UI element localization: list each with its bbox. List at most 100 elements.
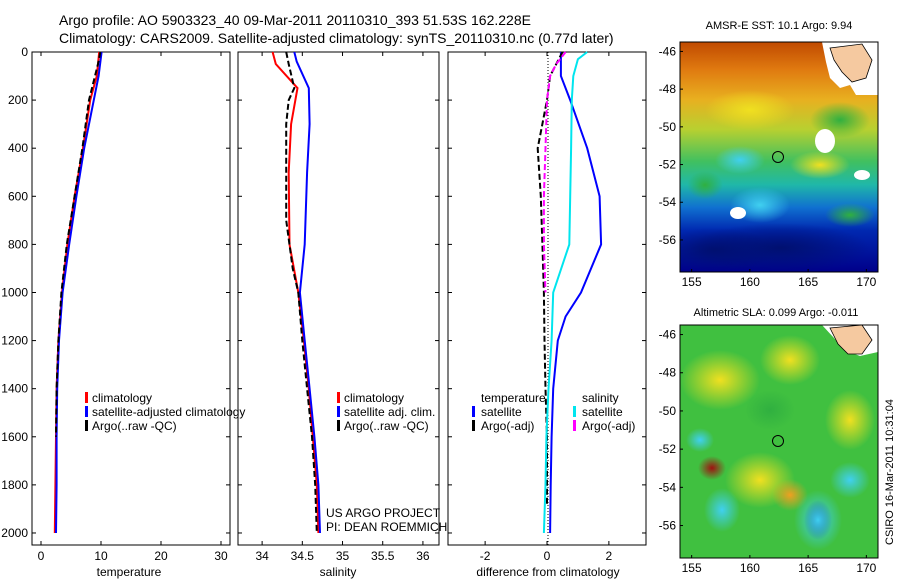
x-tick-label: 20 [154, 549, 168, 563]
profile-series [53, 51, 603, 534]
temperature-argo-raw-qc-line [55, 51, 102, 437]
new-zealand-land [829, 325, 873, 355]
legend-swatch-argo [573, 420, 576, 431]
depth-tick-label: 1400 [1, 382, 28, 396]
map-x-tick-label: 160 [740, 561, 760, 575]
x-tick-label: 34 [255, 549, 269, 563]
legend-swatch-satellite [85, 406, 88, 417]
legend-label: satellite-adjusted climatology [92, 405, 245, 419]
depth-tick-label: 600 [8, 189, 28, 203]
map-x-tick-label: 165 [798, 561, 818, 575]
x-axes: 0 10 20 30 34 34.5 35 35.5 36 -2 0 2 [38, 52, 613, 563]
map-y-tick-label: -56 [659, 233, 677, 247]
difference-salinity-satellite-line [542, 51, 588, 534]
salinity-satellite-adj-clim-line [293, 51, 321, 534]
sla-map-title: Altimetric SLA: 0.099 Argo: -0.011 [694, 307, 859, 319]
figure-title-line1: Argo profile: AO 5903323_40 09-Mar-2011 … [59, 12, 531, 28]
legend-label: Argo(-adj) [481, 419, 534, 433]
depth-tick-label: 1600 [1, 430, 28, 444]
legend-label: Argo(-adj) [582, 419, 635, 433]
map-y-tick-label: -52 [659, 158, 677, 172]
legend-label: satellite [481, 405, 522, 419]
map-y-tick-label: -56 [659, 519, 677, 533]
depth-tick-label: 0 [21, 45, 28, 59]
difference-legend: temperature satellite Argo(-adj) salinit… [472, 391, 635, 433]
map-x-tick-label: 160 [740, 275, 760, 289]
legend-swatch-climatology [85, 392, 88, 403]
x-tick-label: 30 [214, 549, 228, 563]
temperature-panel-frame [31, 51, 231, 546]
difference-axis-label: difference from climatology [476, 565, 619, 579]
difference-salinity-argo-adj-line [542, 51, 567, 293]
map-y-tick-label: -46 [659, 328, 677, 342]
map-axes: 155 160 165 170 -46 -48 -50 -52 -54 -56 155 160 165 1… [659, 44, 877, 575]
temperature-legend: climatology satellite-adjusted climatolo… [85, 391, 245, 433]
legend-label: satellite adj. clim. [344, 405, 435, 419]
legend-header-temperature: temperature [481, 391, 546, 405]
map-y-tick-label: -50 [659, 120, 677, 134]
credit-line2: PI: DEAN ROEMMICH [326, 520, 447, 534]
sst-map-image [680, 42, 878, 272]
legend-swatch-climatology [337, 392, 340, 403]
depth-tick-label: 1200 [1, 334, 28, 348]
new-zealand-land [829, 43, 873, 83]
x-tick-label: 2 [606, 549, 613, 563]
legend-label: Argo(..raw -QC) [92, 419, 177, 433]
map-x-tick-label: 165 [798, 275, 818, 289]
x-tick-label: 35.5 [371, 549, 395, 563]
sst-map-frame [679, 41, 879, 273]
x-tick-label: 10 [94, 549, 108, 563]
map-y-tick-label: -46 [659, 44, 677, 58]
temperature-axis-label: temperature [97, 565, 162, 579]
map-y-tick-label: -50 [659, 404, 677, 418]
salinity-panel-frame [237, 51, 440, 546]
depth-tick-label: 800 [8, 237, 28, 251]
x-tick-label: 0 [38, 549, 45, 563]
argo-location-marker [772, 151, 784, 163]
legend-label: climatology [344, 391, 404, 405]
x-tick-label: 34.5 [291, 549, 315, 563]
map-y-tick-label: -48 [659, 366, 677, 380]
depth-tick-label: 200 [8, 93, 28, 107]
sla-map-image [680, 325, 878, 558]
depth-tick-label: 1800 [1, 478, 28, 492]
legend-swatch-argo [337, 420, 340, 431]
salinity-axis-label: salinity [320, 565, 357, 579]
map-y-tick-label: -54 [659, 195, 677, 209]
legend-swatch-argo [472, 420, 475, 431]
map-x-tick-label: 155 [682, 561, 702, 575]
depth-axis: 0 200 400 600 800 1000 1200 1400 1600 1800 2000 [1, 45, 646, 540]
sst-map-title: AMSR-E SST: 10.1 Argo: 9.94 [706, 20, 853, 32]
salinity-argo-raw-qc-line [285, 51, 318, 534]
map-x-tick-label: 170 [856, 561, 876, 575]
map-x-tick-label: 155 [682, 275, 702, 289]
credit-line1: US ARGO PROJECT [326, 506, 441, 520]
legend-label: climatology [92, 391, 152, 405]
legend-swatch-satellite [472, 406, 475, 417]
temperature-satellite-adjusted-climatology-line [55, 51, 103, 534]
x-tick-label: 35 [336, 549, 350, 563]
depth-tick-label: 1000 [1, 285, 28, 299]
argo-location-marker [772, 435, 784, 447]
side-timestamp-label: CSIRO 16-Mar-2011 10:31:04 [884, 399, 896, 545]
legend-swatch-argo [85, 420, 88, 431]
legend-swatch-satellite [573, 406, 576, 417]
depth-tick-label: 2000 [1, 526, 28, 540]
figure-title-line2: Climatology: CARS2009. Satellite-adjuste… [59, 30, 614, 46]
legend-header-salinity: salinity [582, 391, 619, 405]
salinity-legend: climatology satellite adj. clim. Argo(..… [337, 391, 435, 433]
legend-label: satellite [582, 405, 623, 419]
map-x-tick-label: 170 [856, 275, 876, 289]
x-tick-label: 36 [416, 549, 430, 563]
salinity-climatology-line [271, 51, 320, 534]
sla-map-frame [679, 324, 879, 559]
legend-swatch-satellite [337, 406, 340, 417]
x-tick-label: -2 [480, 549, 491, 563]
map-y-tick-label: -48 [659, 82, 677, 96]
difference-temperature-satellite-line [549, 52, 603, 534]
legend-label: Argo(..raw -QC) [344, 419, 429, 433]
depth-tick-label: 400 [8, 141, 28, 155]
x-tick-label: 0 [544, 549, 551, 563]
map-y-tick-label: -52 [659, 442, 677, 456]
